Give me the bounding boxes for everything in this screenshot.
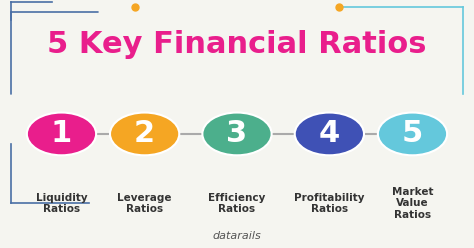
Ellipse shape <box>202 113 272 155</box>
Text: datarails: datarails <box>213 231 261 241</box>
Text: Market
Value
Ratios: Market Value Ratios <box>392 187 433 220</box>
Text: 1: 1 <box>51 120 72 148</box>
Text: 5 Key Financial Ratios: 5 Key Financial Ratios <box>47 30 427 59</box>
Ellipse shape <box>295 113 364 155</box>
Text: Efficiency
Ratios: Efficiency Ratios <box>208 192 266 214</box>
Ellipse shape <box>110 113 179 155</box>
Text: 4: 4 <box>319 120 340 148</box>
Text: 5: 5 <box>402 120 423 148</box>
Text: 3: 3 <box>227 120 247 148</box>
Ellipse shape <box>27 113 96 155</box>
Text: 2: 2 <box>134 120 155 148</box>
Text: Profitability
Ratios: Profitability Ratios <box>294 192 365 214</box>
Text: Liquidity
Ratios: Liquidity Ratios <box>36 192 87 214</box>
Text: Leverage
Ratios: Leverage Ratios <box>118 192 172 214</box>
Ellipse shape <box>378 113 447 155</box>
